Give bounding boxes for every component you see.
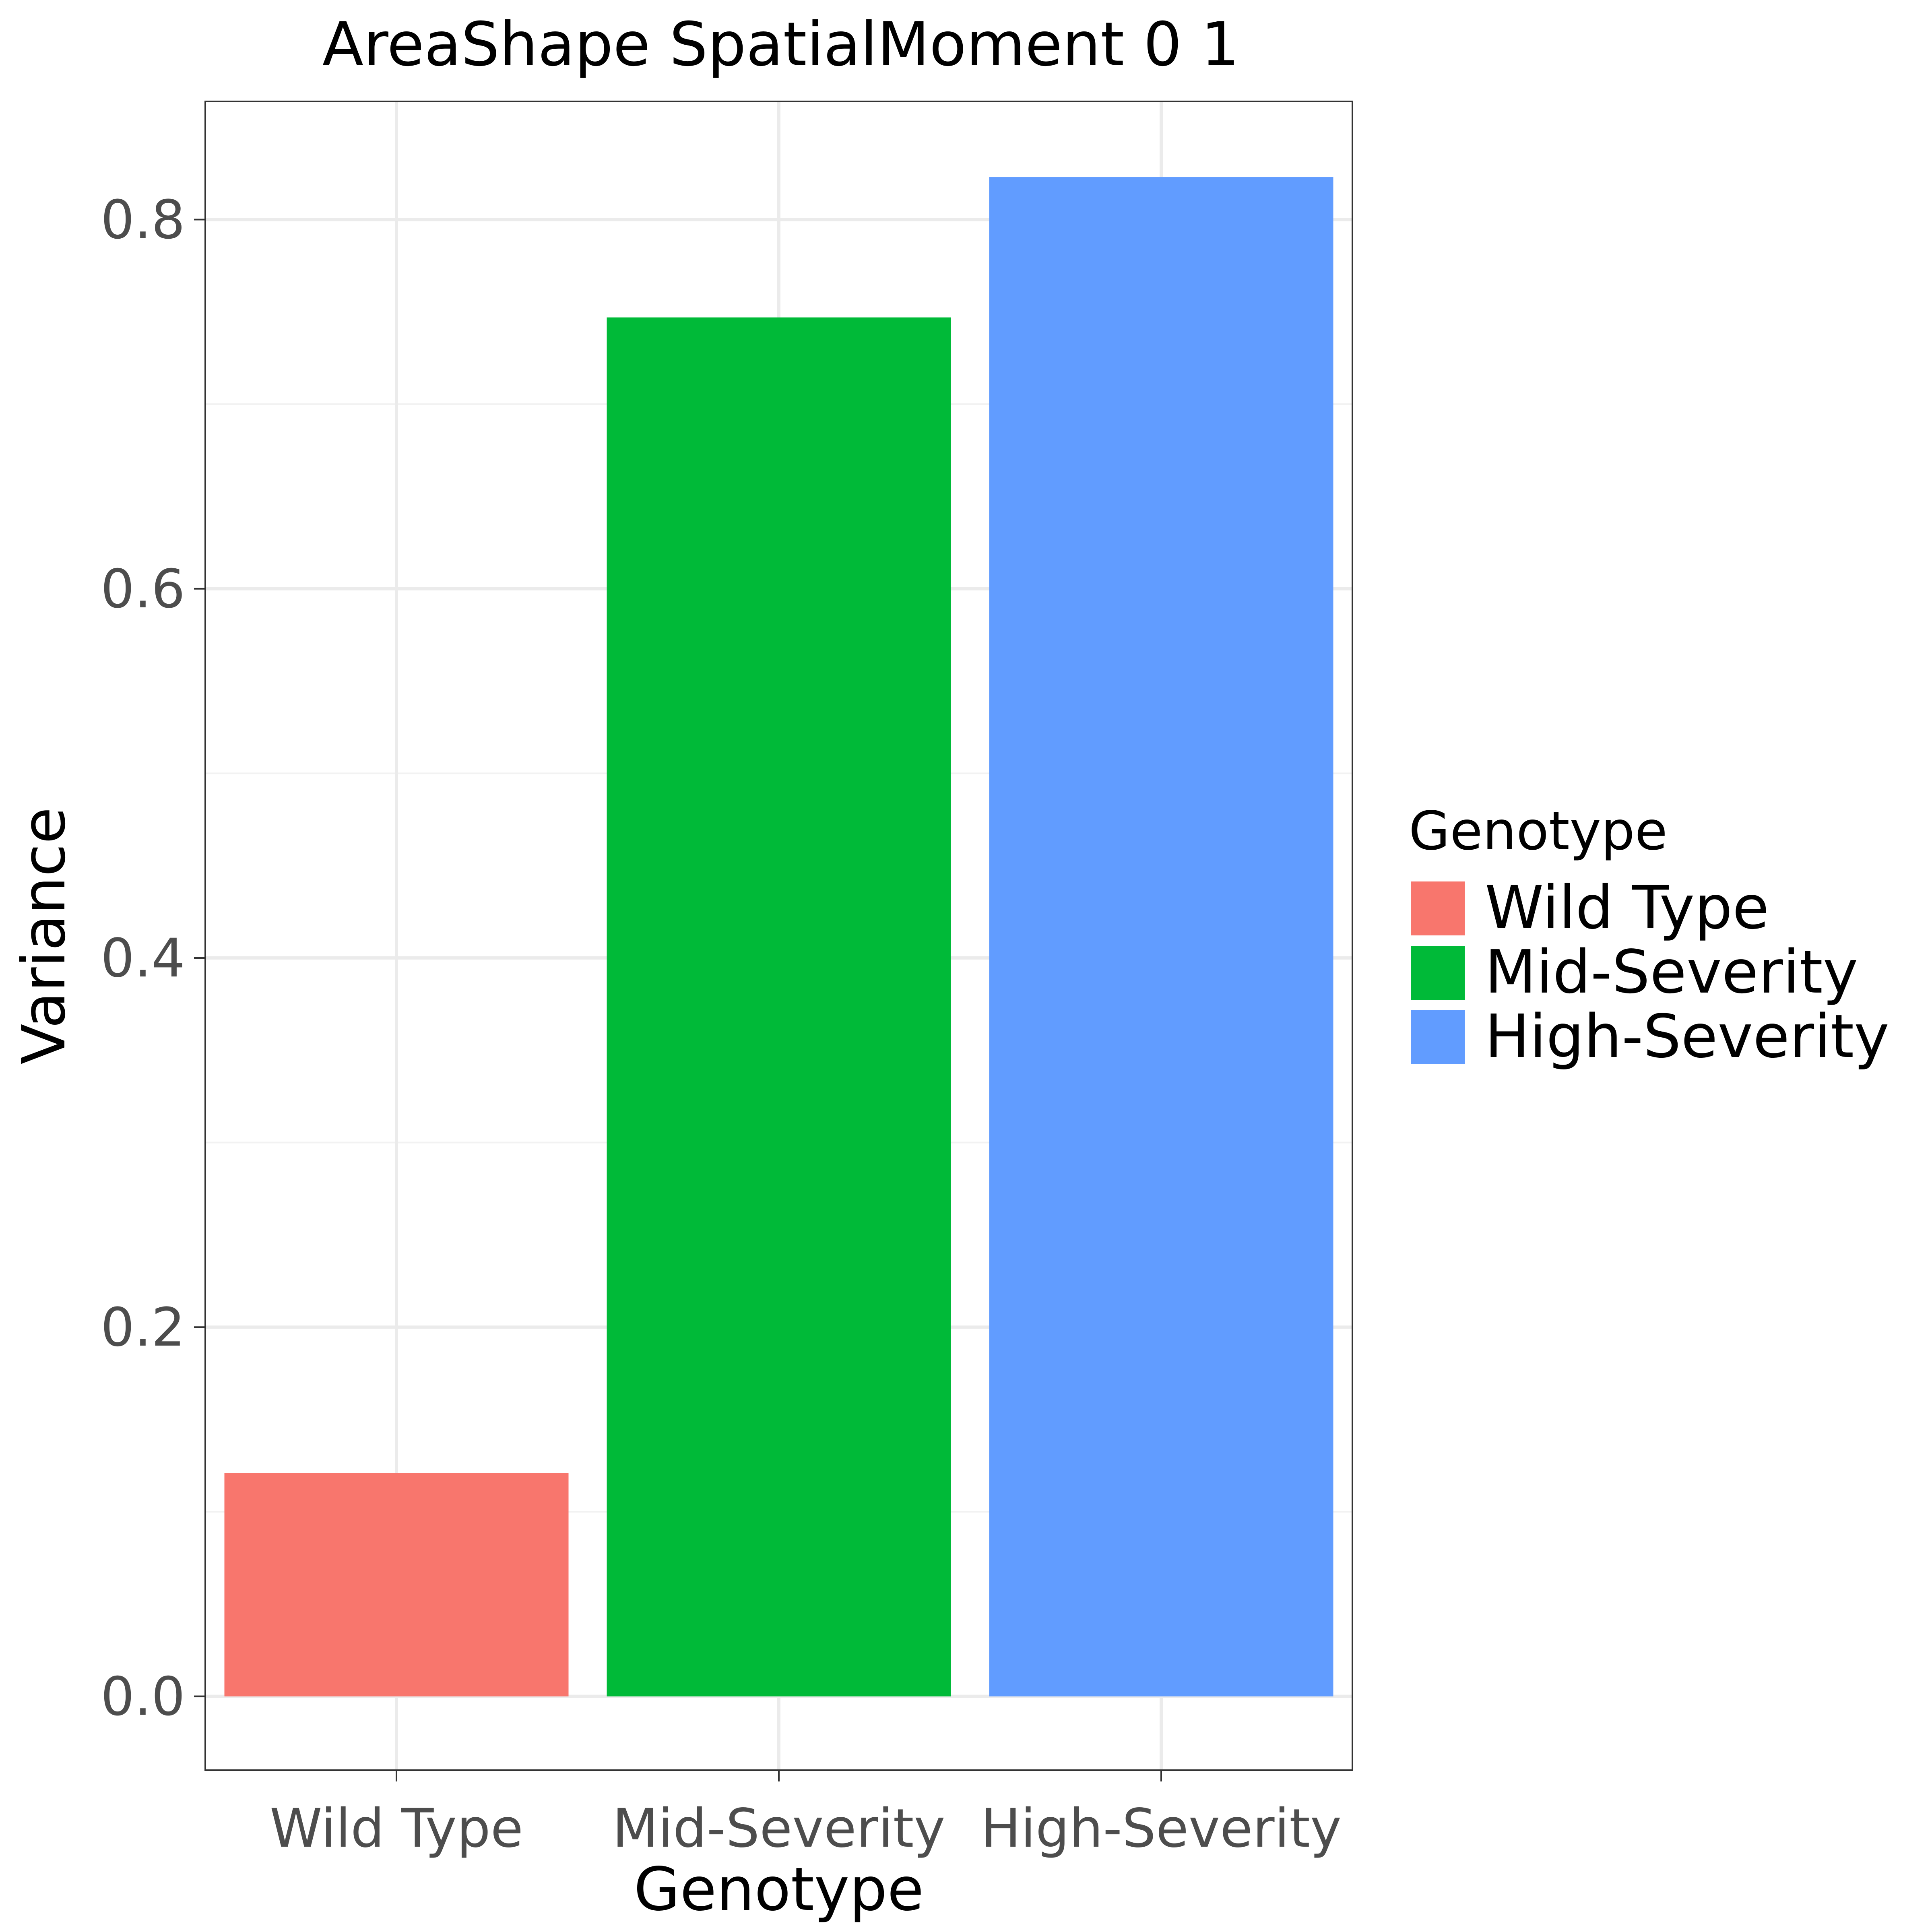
x-tick-label: Mid-Severity	[612, 1798, 945, 1860]
legend-title: Genotype	[1409, 800, 1668, 862]
bars	[224, 177, 1333, 1697]
x-tick-label: High-Severity	[981, 1798, 1342, 1860]
y-tick-label: 0.2	[101, 1296, 185, 1358]
legend-key	[1411, 1010, 1465, 1064]
bar	[989, 177, 1333, 1697]
legend-label: Mid-Severity	[1485, 937, 1858, 1007]
legend: Genotype Wild TypeMid-SeverityHigh-Sever…	[1409, 800, 1889, 1071]
y-tick-label: 0.6	[101, 558, 185, 620]
legend-key	[1411, 881, 1465, 935]
y-tick-label: 0.0	[101, 1666, 185, 1728]
y-tick-label: 0.8	[101, 189, 185, 251]
legend-key	[1411, 946, 1465, 1000]
bar	[224, 1473, 569, 1697]
y-axis: 0.0 0.2 0.4 0.6 0.8	[101, 189, 205, 1728]
y-tick-label: 0.4	[101, 927, 185, 989]
legend-label: Wild Type	[1485, 873, 1769, 942]
bar	[607, 317, 951, 1697]
chart-title: AreaShape SpatialMoment 0 1	[322, 10, 1240, 80]
x-axis: Wild Type Mid-Severity High-Severity	[270, 1770, 1342, 1860]
legend-label: High-Severity	[1485, 1002, 1889, 1071]
x-axis-title: Genotype	[634, 1855, 924, 1924]
y-axis-title: Variance	[9, 807, 78, 1064]
x-tick-label: Wild Type	[270, 1798, 523, 1860]
